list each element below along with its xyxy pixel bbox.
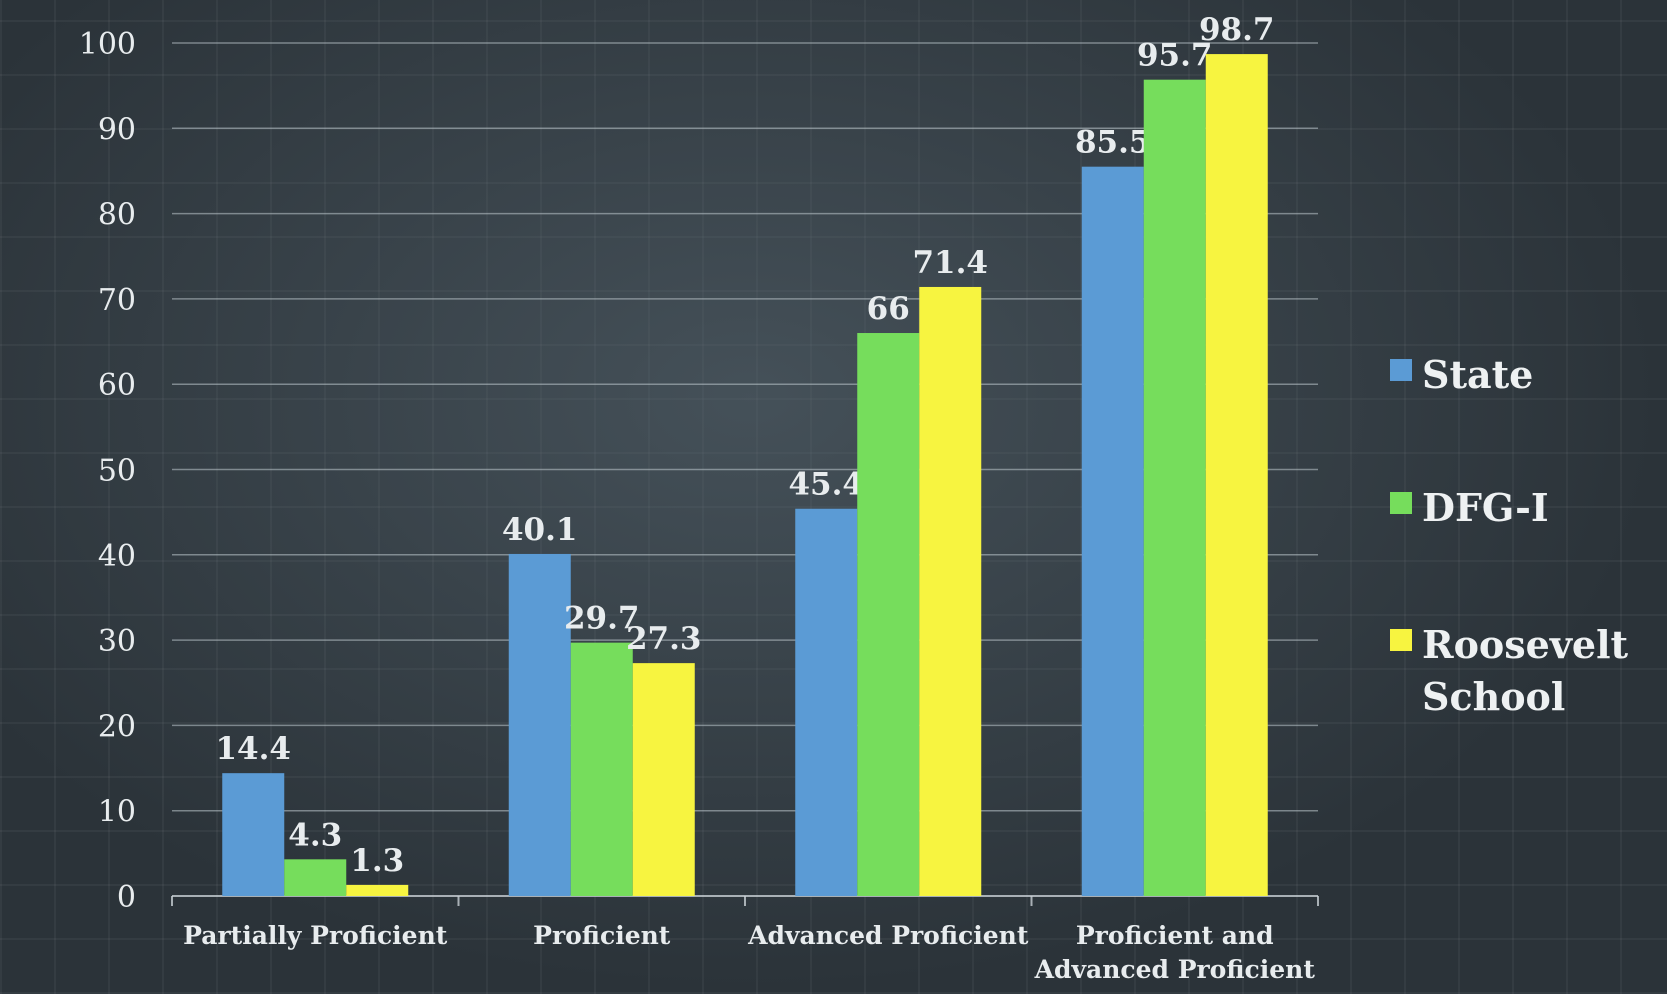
legend-swatch [1390, 492, 1412, 514]
y-tick-label: 40 [98, 539, 136, 574]
y-tick-label: 0 [117, 880, 136, 915]
data-label: 29.7 [564, 601, 640, 637]
x-category-label: Proficient and [1076, 921, 1274, 950]
y-tick-label: 60 [98, 368, 136, 403]
legend-label: DFG-I [1422, 485, 1549, 530]
bar-state [1081, 166, 1144, 896]
legend-swatch [1390, 359, 1412, 381]
bar-dfg-i [857, 333, 920, 896]
data-label: 71.4 [912, 245, 988, 281]
data-label: 27.3 [626, 621, 702, 657]
data-label: 85.5 [1075, 125, 1151, 161]
legend-label: School [1422, 674, 1565, 719]
bar-roosevelt-school [1205, 54, 1268, 897]
y-tick-label: 90 [98, 112, 136, 147]
bar-roosevelt-school [346, 884, 409, 896]
bar-dfg-i [1143, 79, 1206, 896]
bar-state [795, 508, 858, 896]
x-category-label: Advanced Proficient [747, 921, 1029, 950]
data-label: 40.1 [502, 512, 578, 548]
y-tick-label: 80 [98, 198, 136, 233]
data-label: 4.3 [288, 817, 342, 853]
bar-state [508, 553, 571, 896]
data-label: 1.3 [350, 843, 404, 879]
y-tick-label: 50 [98, 454, 136, 489]
y-tick-label: 10 [98, 795, 136, 830]
data-label: 45.4 [788, 467, 864, 503]
x-category-label: Partially Proficient [183, 921, 448, 950]
bar-roosevelt-school [632, 663, 695, 896]
y-tick-label: 100 [79, 27, 136, 62]
data-label: 98.7 [1199, 12, 1275, 48]
bar-state [222, 773, 285, 896]
data-label: 66 [867, 291, 910, 327]
bar-roosevelt-school [919, 286, 982, 896]
x-category-label: Proficient [533, 921, 671, 950]
data-label: 95.7 [1137, 38, 1213, 74]
x-category-label: Advanced Proficient [1034, 955, 1316, 984]
bar-dfg-i [284, 859, 347, 896]
legend-label: State [1422, 352, 1533, 397]
y-tick-label: 20 [98, 709, 136, 744]
legend-swatch [1390, 629, 1412, 651]
y-tick-label: 70 [98, 283, 136, 318]
data-label: 14.4 [215, 731, 291, 767]
legend-label: Roosevelt [1422, 622, 1629, 667]
bar-dfg-i [570, 642, 633, 896]
y-tick-label: 30 [98, 624, 136, 659]
